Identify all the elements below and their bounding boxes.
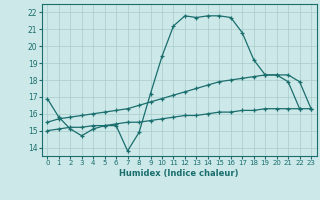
X-axis label: Humidex (Indice chaleur): Humidex (Indice chaleur)	[119, 169, 239, 178]
